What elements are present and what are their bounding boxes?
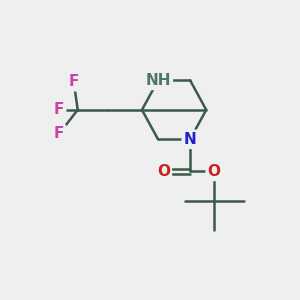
Text: NH: NH xyxy=(145,73,171,88)
Text: F: F xyxy=(54,126,64,141)
Text: O: O xyxy=(157,164,170,179)
Text: F: F xyxy=(54,102,64,117)
Text: O: O xyxy=(208,164,221,179)
Text: F: F xyxy=(68,74,79,89)
Text: N: N xyxy=(184,132,197,147)
